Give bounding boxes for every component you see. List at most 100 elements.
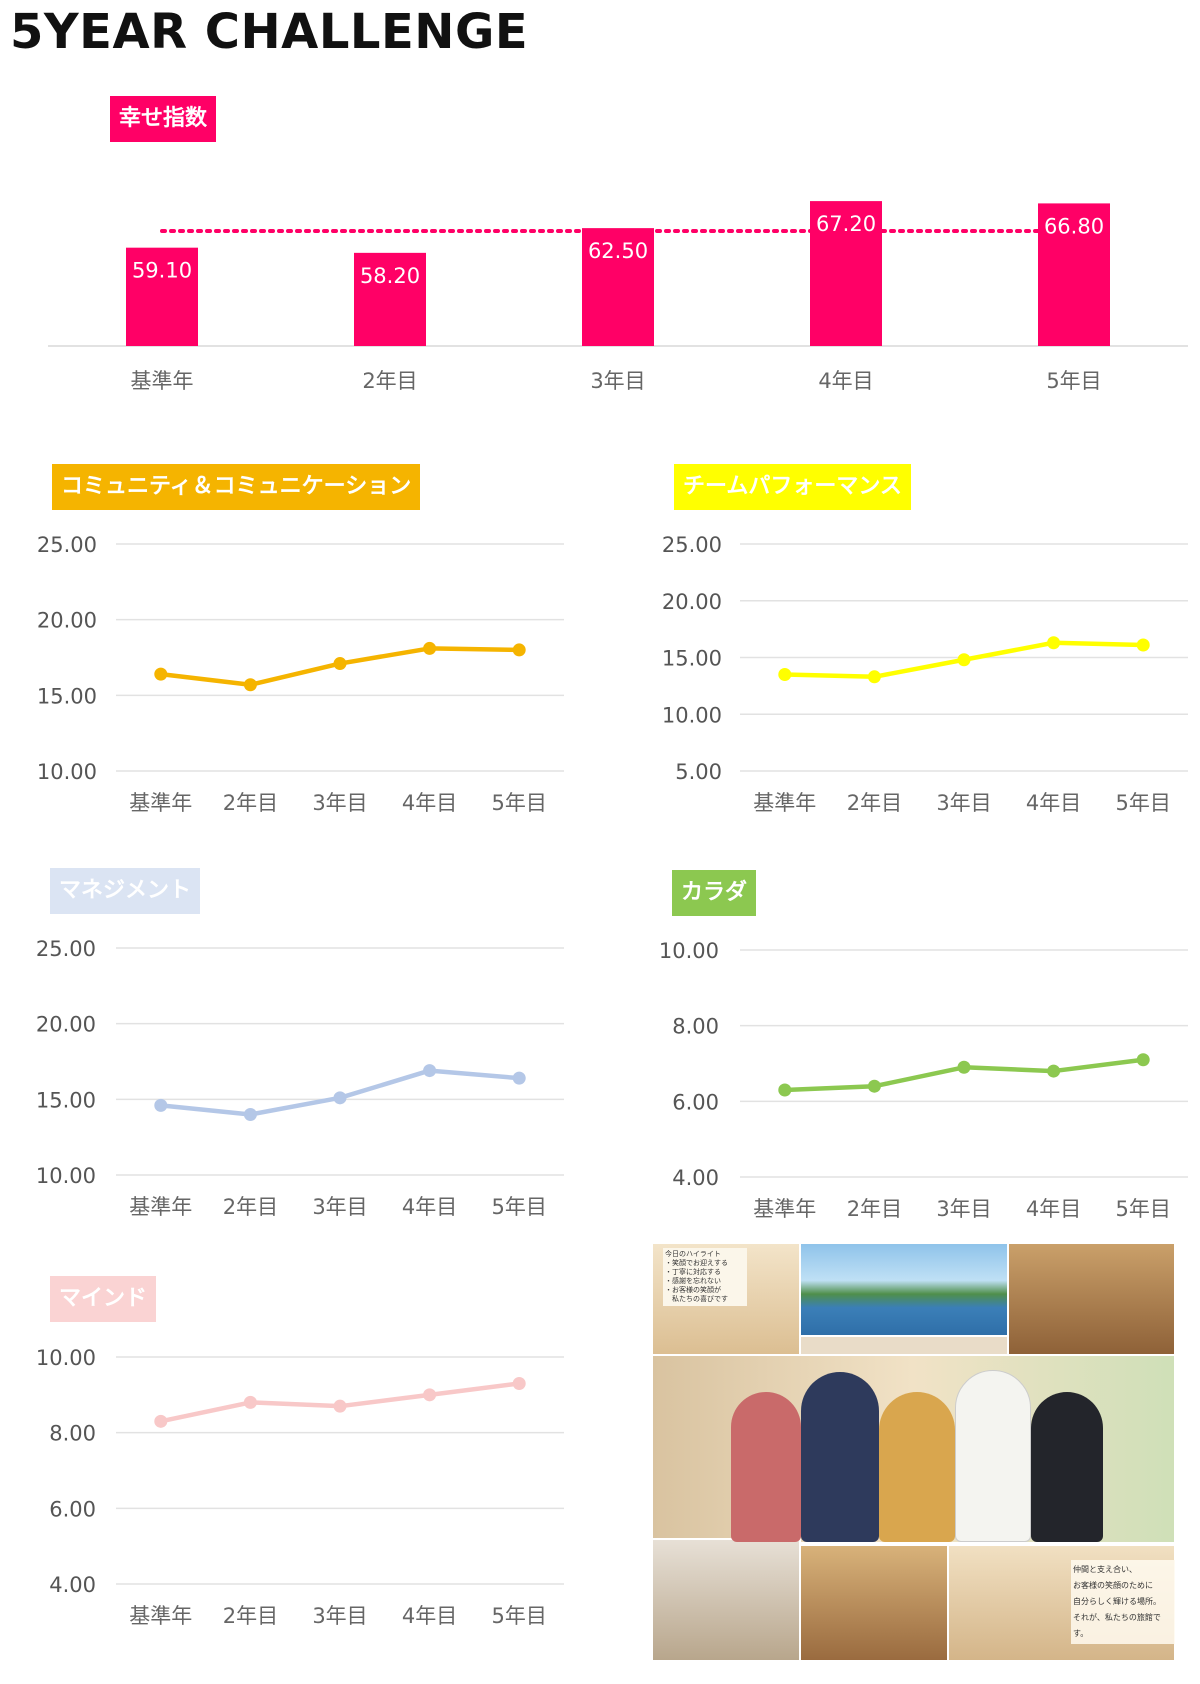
x-tick-label: 5年目 — [1046, 369, 1101, 393]
y-tick-label: 8.00 — [672, 1015, 719, 1039]
data-label: 67.20 — [816, 212, 876, 236]
illustration-panel-hall — [1007, 1242, 1176, 1360]
x-tick-label: 4年目 — [402, 791, 457, 815]
management-chart-title: マネジメント — [50, 868, 201, 914]
data-point — [423, 641, 437, 655]
x-tick-label: 3年目 — [936, 791, 991, 815]
data-point — [1136, 1053, 1150, 1067]
y-tick-label: 20.00 — [662, 590, 722, 614]
data-point — [512, 1071, 526, 1085]
data-point — [333, 657, 347, 671]
x-tick-label: 2年目 — [847, 1197, 902, 1221]
y-tick-label: 15.00 — [662, 647, 722, 671]
data-point — [423, 1388, 437, 1402]
y-tick-label: 15.00 — [36, 1088, 96, 1112]
team-chart-title: チームパフォーマンス — [674, 464, 911, 510]
x-tick-label: 5年目 — [492, 1604, 547, 1628]
y-tick-label: 10.00 — [659, 939, 719, 963]
x-tick-label: 3年目 — [936, 1197, 991, 1221]
x-tick-label: 2年目 — [847, 791, 902, 815]
bar — [582, 228, 654, 346]
bar — [1038, 203, 1110, 346]
x-tick-label: 基準年 — [753, 1197, 816, 1221]
bar — [810, 201, 882, 346]
data-point — [243, 1107, 257, 1121]
illustration-panel-lobby: 今日のハイライト ・笑顔でお迎えする ・丁寧に対応する ・感謝を忘れない ・お客… — [651, 1242, 801, 1372]
data-point — [867, 1079, 881, 1093]
x-tick-label: 4年目 — [818, 369, 873, 393]
x-tick-label: 5年目 — [1116, 1197, 1171, 1221]
x-tick-label: 4年目 — [1026, 791, 1081, 815]
note-line: ・感謝を忘れない — [665, 1277, 721, 1285]
data-point — [1136, 638, 1150, 652]
data-label: 59.10 — [132, 259, 192, 283]
data-point — [154, 667, 168, 681]
x-tick-label: 3年目 — [590, 369, 645, 393]
body-chart-title: カラダ — [672, 870, 757, 916]
note-line: お客様の笑顔のために — [1073, 1581, 1153, 1590]
happiness-chart-title: 幸せ指数 — [110, 96, 217, 142]
person-figure — [801, 1372, 879, 1542]
y-tick-label: 25.00 — [36, 937, 96, 961]
x-tick-label: 4年目 — [402, 1604, 457, 1628]
note-line: 私たちの喜びです — [665, 1295, 728, 1303]
x-tick-label: 2年目 — [223, 1195, 278, 1219]
y-tick-label: 25.00 — [37, 533, 97, 557]
data-point — [423, 1064, 437, 1078]
y-tick-label: 10.00 — [36, 1346, 96, 1370]
note-line: それが、私たちの旅館です。 — [1073, 1613, 1161, 1638]
data-point — [154, 1414, 168, 1428]
person-figure — [879, 1392, 955, 1542]
data-point — [512, 643, 526, 657]
data-point — [867, 670, 881, 684]
data-point — [1047, 636, 1061, 650]
data-point — [512, 1376, 526, 1390]
data-point — [154, 1098, 168, 1112]
data-point — [778, 668, 792, 682]
x-tick-label: 5年目 — [492, 791, 547, 815]
person-figure — [731, 1392, 801, 1542]
x-tick-label: 2年目 — [223, 1604, 278, 1628]
x-tick-label: 3年目 — [312, 1604, 367, 1628]
y-tick-label: 20.00 — [36, 1013, 96, 1037]
x-tick-label: 2年目 — [223, 791, 278, 815]
data-label: 66.80 — [1044, 214, 1104, 238]
note-line: ・丁寧に対応する — [665, 1268, 721, 1276]
data-point — [778, 1083, 792, 1097]
x-tick-label: 基準年 — [129, 1604, 192, 1628]
data-point — [243, 1395, 257, 1409]
x-tick-label: 3年目 — [312, 1195, 367, 1219]
data-point — [957, 653, 971, 667]
mind-chart-title: マインド — [50, 1276, 157, 1322]
illustration-note-top: 今日のハイライト ・笑顔でお迎えする ・丁寧に対応する ・感謝を忘れない ・お客… — [663, 1248, 747, 1306]
y-tick-label: 4.00 — [49, 1573, 96, 1597]
x-tick-label: 4年目 — [1026, 1197, 1081, 1221]
y-tick-label: 8.00 — [49, 1422, 96, 1446]
x-tick-label: 基準年 — [129, 791, 192, 815]
x-tick-label: 2年目 — [362, 369, 417, 393]
illustration-note-bottom: 仲間と支え合い、 お客様の笑顔のために 自分らしく輝ける場所。 それが、私たちの… — [1071, 1560, 1175, 1644]
x-tick-label: 4年目 — [402, 1195, 457, 1219]
illustration-panel-lake — [799, 1242, 1009, 1337]
bar — [354, 252, 426, 346]
staff-illustration: 今日のハイライト ・笑顔でお迎えする ・丁寧に対応する ・感謝を忘れない ・お客… — [651, 1242, 1176, 1662]
x-tick-label: 5年目 — [1116, 791, 1171, 815]
note-line: 今日のハイライト — [665, 1250, 721, 1258]
data-point — [957, 1060, 971, 1074]
y-tick-label: 10.00 — [662, 703, 722, 727]
person-figure — [1031, 1392, 1103, 1542]
person-figure — [955, 1370, 1031, 1542]
x-tick-label: 3年目 — [312, 791, 367, 815]
bar — [126, 247, 198, 346]
x-tick-label: 5年目 — [492, 1195, 547, 1219]
illustration-panel-dining — [799, 1544, 949, 1662]
note-line: ・お客様の笑顔が — [665, 1286, 721, 1294]
community-chart-title: コミュニティ＆コミュニケーション — [52, 464, 421, 510]
data-point — [333, 1091, 347, 1105]
y-tick-label: 4.00 — [672, 1166, 719, 1190]
y-tick-label: 15.00 — [37, 684, 97, 708]
x-tick-label: 基準年 — [129, 1195, 192, 1219]
note-line: 仲間と支え合い、 — [1073, 1565, 1137, 1574]
y-tick-label: 10.00 — [37, 760, 97, 784]
